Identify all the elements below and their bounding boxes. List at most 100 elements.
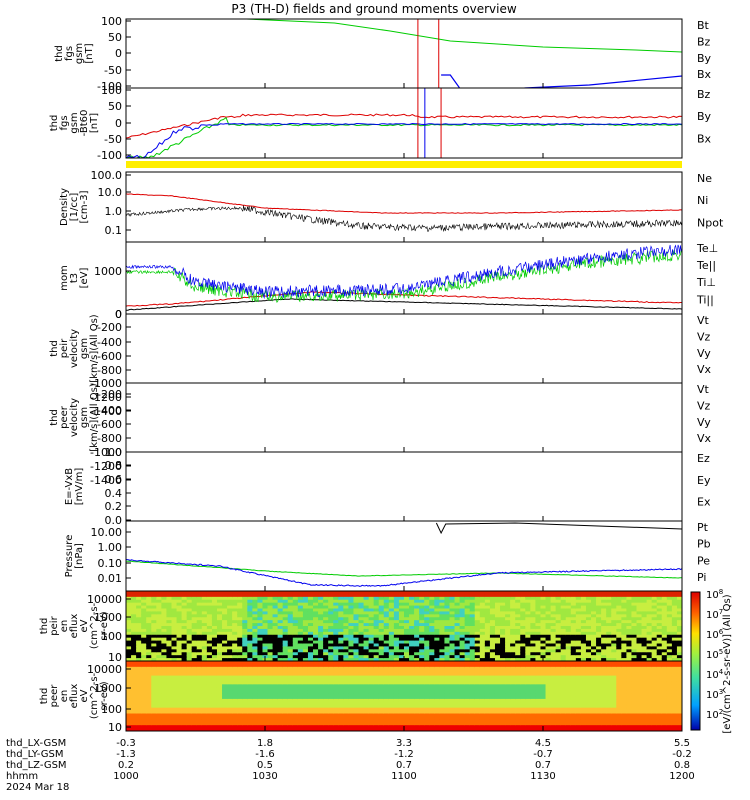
- spectrogram-cell: [540, 719, 547, 723]
- spectrogram-cell: [591, 626, 597, 630]
- spectrogram-cell: [484, 696, 491, 700]
- spectrogram-cell: [191, 596, 198, 601]
- spectrogram-cell: [161, 608, 168, 613]
- spectrogram-cell: [237, 693, 243, 697]
- spectrogram-cell: [267, 593, 274, 598]
- spectrogram-cell: [439, 652, 446, 656]
- spectrogram-cell: [166, 608, 173, 613]
- spectrogram-cell: [378, 675, 385, 680]
- spectrogram-cell: [388, 669, 395, 674]
- spectrogram-cell: [302, 608, 309, 613]
- spectrogram-cell: [575, 631, 582, 636]
- spectrogram-cell: [171, 681, 178, 685]
- spectrogram-cell: [323, 675, 329, 680]
- spectrogram-cell: [373, 617, 380, 621]
- spectrogram-cell: [459, 605, 466, 610]
- spectrogram-cell: [292, 701, 299, 706]
- spectrogram-cell: [545, 681, 552, 685]
- spectrogram-cell: [206, 620, 213, 624]
- spectrogram-cell: [161, 593, 168, 598]
- spectrogram-cell: [479, 713, 486, 718]
- spectrogram-cell: [388, 722, 395, 726]
- spectrogram-cell: [434, 713, 440, 718]
- spectrogram-cell: [156, 637, 162, 642]
- spectrogram-cell: [520, 669, 526, 674]
- spectrogram-cell: [626, 652, 633, 656]
- spectrogram-cell: [373, 643, 380, 648]
- spectrogram-cell: [505, 713, 511, 718]
- spectrogram-cell: [176, 658, 183, 661]
- spectrogram-cell: [409, 693, 415, 697]
- spectrogram-cell: [484, 623, 491, 627]
- spectrogram-cell: [444, 640, 451, 645]
- spectrogram-cell: [591, 643, 597, 648]
- spectrogram-cell: [525, 684, 531, 688]
- spectrogram-cell: [515, 602, 521, 607]
- legend-Pt: Pt: [697, 521, 709, 534]
- spectrogram-cell: [328, 728, 334, 731]
- spectrogram-cell: [606, 655, 612, 659]
- spectrogram-cell: [575, 608, 582, 613]
- spectrogram-cell: [237, 611, 243, 615]
- spectrogram-cell: [596, 605, 602, 610]
- spectrogram-cell: [449, 655, 456, 659]
- spectrogram-cell: [646, 617, 653, 621]
- spectrogram-cell: [272, 684, 279, 688]
- spectrogram-cell: [626, 617, 633, 621]
- spectrogram-cell: [257, 652, 264, 656]
- spectrogram-cell: [161, 617, 168, 621]
- spectrogram-cell: [484, 698, 491, 703]
- y-axis-label: Pressure [nPa]: [64, 535, 85, 578]
- spectrogram-cell: [363, 652, 370, 656]
- spectrogram-cell: [631, 605, 638, 610]
- spectrogram-cell: [343, 713, 349, 718]
- spectrogram-cell: [454, 675, 461, 680]
- spectrogram-cell: [156, 666, 162, 671]
- spectrogram-cell: [636, 658, 643, 661]
- spectrogram-cell: [146, 719, 152, 723]
- spectrogram-cell: [277, 623, 284, 627]
- spectrogram-cell: [181, 716, 188, 720]
- spectrogram-cell: [585, 593, 592, 598]
- spectrogram-cell: [348, 626, 355, 630]
- spectrogram-cell: [211, 698, 218, 703]
- spectrogram-cell: [313, 663, 319, 668]
- spectrogram-cell: [252, 669, 259, 674]
- spectrogram-cell: [409, 634, 415, 639]
- spectrogram-cell: [474, 661, 481, 665]
- spectrogram-cell: [201, 617, 208, 621]
- spectrogram-cell: [277, 698, 284, 703]
- spectrogram-cell: [585, 643, 592, 648]
- spectrogram-cell: [196, 614, 203, 618]
- spectrogram-cell: [388, 614, 395, 618]
- spectrogram-cell: [550, 646, 557, 650]
- spectrogram-cell: [409, 596, 415, 601]
- spectrogram-cell: [206, 681, 213, 685]
- spectrogram-cell: [459, 652, 466, 656]
- spectrogram-cell: [434, 663, 440, 668]
- spectrogram-cell: [216, 628, 223, 633]
- spectrogram-cell: [201, 643, 208, 648]
- spectrogram-cell: [196, 663, 203, 668]
- spectrogram-cell: [343, 591, 349, 595]
- spectrogram-cell: [166, 599, 173, 604]
- spectrogram-cell: [358, 681, 365, 685]
- spectrogram-cell: [414, 707, 420, 712]
- spectrogram-cell: [469, 605, 476, 610]
- tick-label: -1200: [90, 460, 122, 473]
- spectrogram-cell: [626, 634, 633, 639]
- spectrogram-cell: [126, 634, 132, 639]
- spectrogram-cell: [550, 672, 557, 677]
- spectrogram-cell: [378, 591, 385, 595]
- spectrogram-cell: [216, 666, 223, 671]
- spectrogram-cell: [636, 634, 643, 639]
- spectrogram-cell: [237, 640, 243, 645]
- spectrogram-cell: [525, 652, 531, 656]
- spectrogram-cell: [515, 599, 521, 604]
- spectrogram-cell: [323, 628, 329, 633]
- spectrogram-cell: [606, 605, 612, 610]
- spectrogram-cell: [131, 701, 137, 706]
- spectrogram-cell: [302, 591, 309, 595]
- spectrogram-cell: [242, 649, 248, 653]
- spectrogram-cell: [560, 596, 567, 601]
